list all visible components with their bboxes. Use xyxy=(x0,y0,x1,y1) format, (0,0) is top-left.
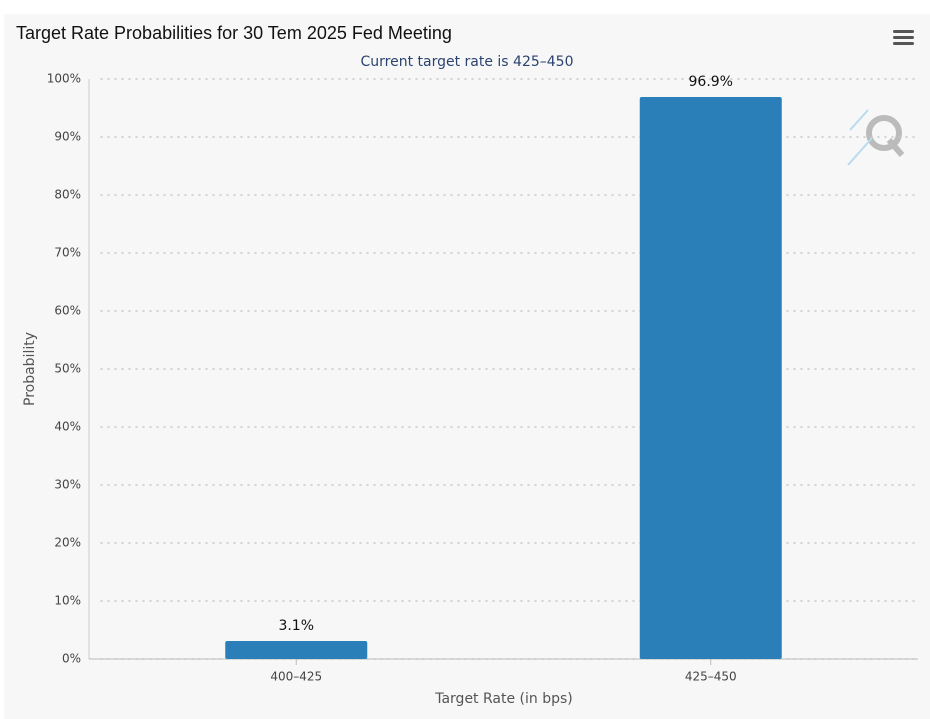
y-tick-label: 90% xyxy=(54,130,81,144)
x-axis-label: Target Rate (in bps) xyxy=(434,691,573,707)
chart-title: Target Rate Probabilities for 30 Tem 202… xyxy=(16,23,452,43)
x-tick-label: 400–425 xyxy=(270,670,322,684)
bar xyxy=(639,96,782,660)
y-tick-label: 20% xyxy=(54,536,81,550)
y-tick-label: 0% xyxy=(62,652,81,666)
logo xyxy=(847,109,905,166)
y-tick-label: 100% xyxy=(47,72,81,86)
data-label: 96.9% xyxy=(689,74,733,90)
y-axis-label: Probability xyxy=(22,332,38,406)
y-tick-label: 30% xyxy=(54,478,81,492)
y-tick-label: 40% xyxy=(54,420,81,434)
y-tick-label: 70% xyxy=(54,246,81,260)
data-label: 3.1% xyxy=(278,618,314,634)
bar xyxy=(225,641,368,659)
chart-background xyxy=(4,14,930,719)
y-tick-label: 10% xyxy=(54,594,81,608)
x-tick-label: 425–450 xyxy=(685,670,737,684)
y-tick-label: 60% xyxy=(54,304,81,318)
chart-subtitle: Current target rate is 425–450 xyxy=(360,54,573,70)
y-tick-label: 80% xyxy=(54,188,81,202)
y-tick-label: 50% xyxy=(54,362,81,376)
menu-button[interactable] xyxy=(893,30,914,45)
